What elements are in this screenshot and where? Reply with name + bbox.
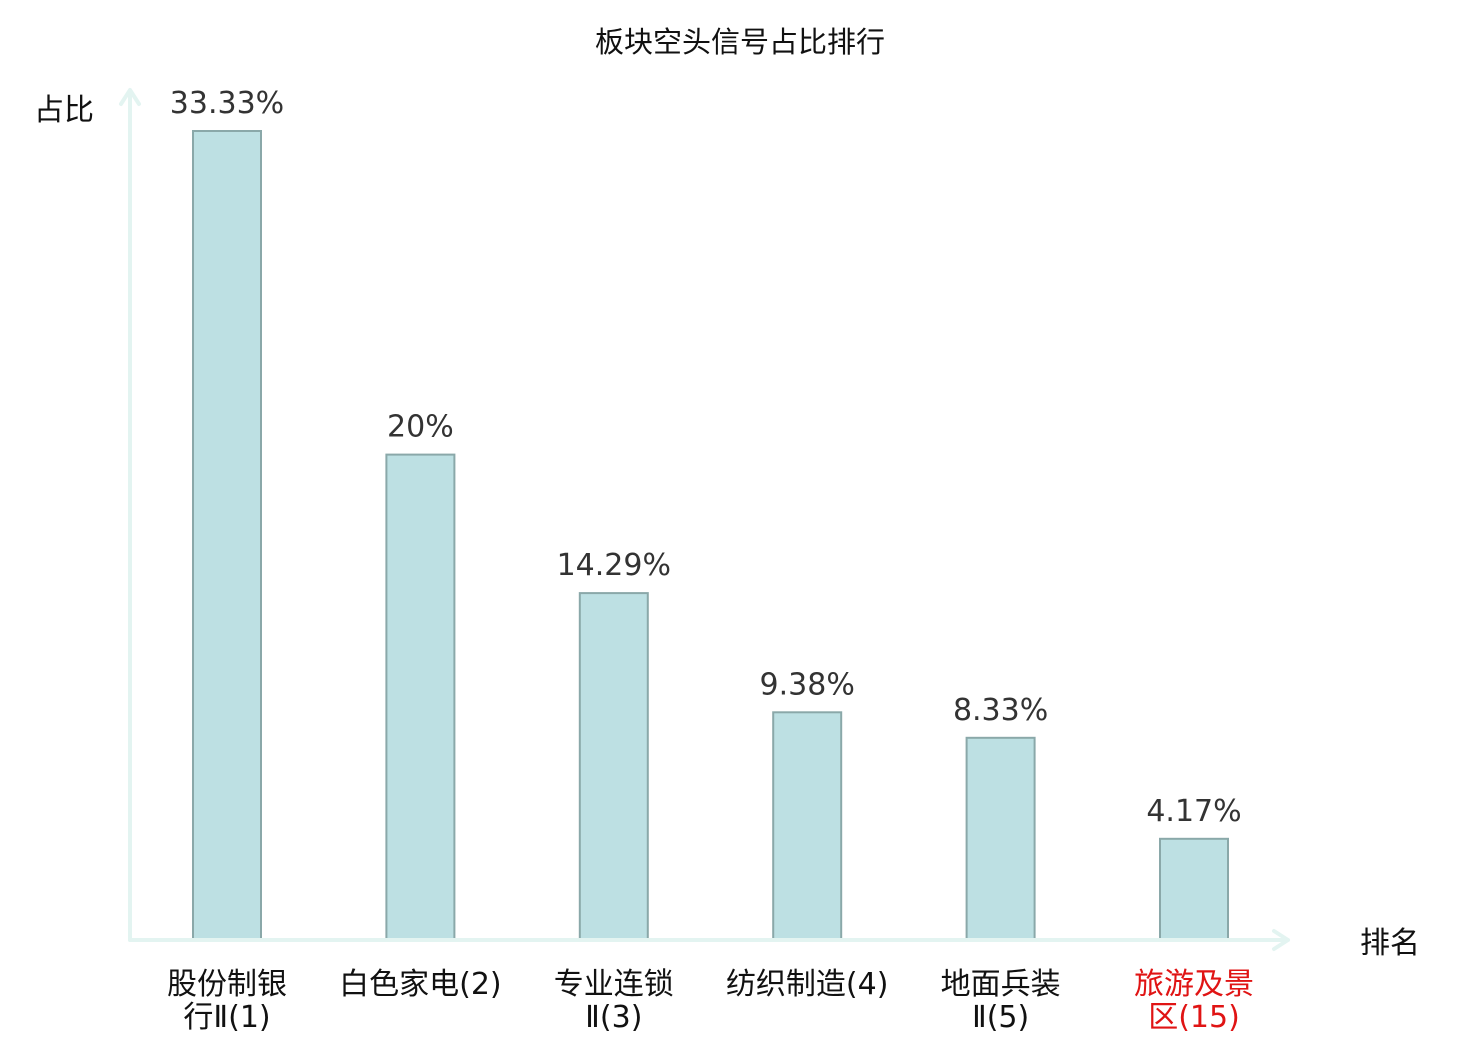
value-label-4: 9.38%	[760, 667, 855, 702]
category-label-3-line-2: Ⅱ(3)	[585, 1000, 642, 1035]
category-label-6-line-2: 区(15)	[1148, 1000, 1240, 1035]
bar-3	[578, 592, 649, 941]
category-label-4-line-1: 纺织制造(4)	[726, 967, 889, 1002]
bar-4	[772, 711, 843, 941]
chart-title: 板块空头信号占比排行	[595, 25, 885, 59]
x-axis-label: 排名	[1360, 926, 1420, 961]
category-label-5-line-1: 地面兵装	[941, 967, 1061, 1002]
category-label-1-line-1: 股份制银	[167, 967, 287, 1002]
bar-5	[965, 736, 1036, 941]
value-label-3: 14.29%	[557, 548, 671, 583]
category-label-3-line-1: 专业连锁	[554, 967, 674, 1002]
bars-layer	[192, 130, 1229, 941]
category-label-5-line-2: Ⅱ(5)	[972, 1000, 1029, 1035]
value-label-5: 8.33%	[953, 693, 1048, 728]
category-label-6-line-1: 旅游及景	[1134, 967, 1254, 1002]
y-axis-line	[119, 88, 141, 942]
value-label-1: 33.33%	[170, 86, 284, 121]
value-label-2: 20%	[387, 410, 454, 445]
y-axis-label: 占比	[34, 93, 94, 128]
bar-2	[385, 453, 456, 941]
category-label-1-line-2: 行Ⅱ(1)	[183, 1000, 270, 1035]
value-labels-layer: 33.33% 20% 14.29% 9.38% 8.33% 4.17%	[170, 86, 1242, 829]
bar-1	[192, 130, 262, 941]
category-label-2-line-1: 白色家电(2)	[339, 967, 502, 1002]
bar-6	[1159, 837, 1229, 941]
x-axis-line	[128, 929, 1290, 951]
value-label-6: 4.17%	[1146, 794, 1241, 829]
